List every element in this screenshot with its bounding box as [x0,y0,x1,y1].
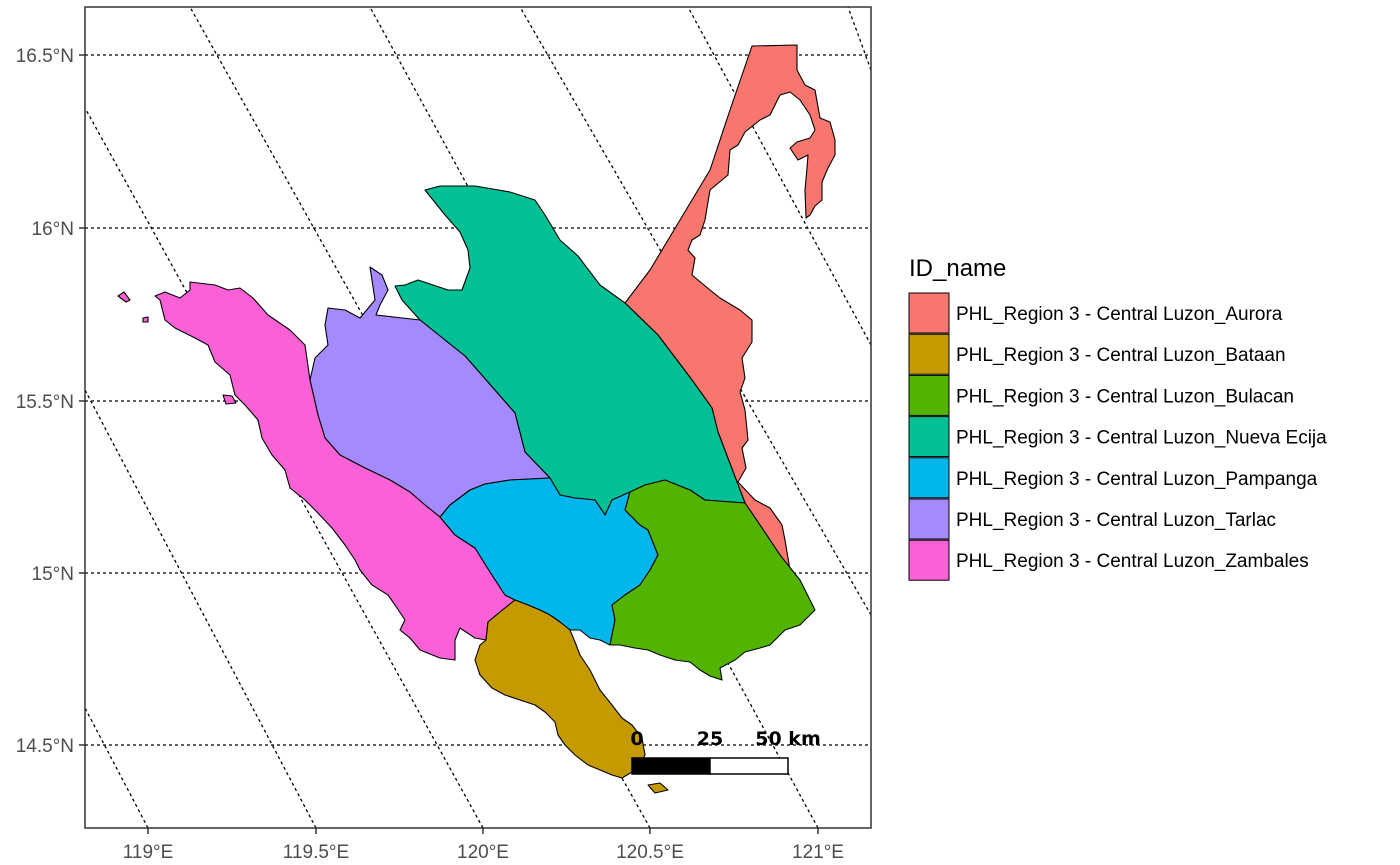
legend-label-5: PHL_Region 3 - Central Luzon_Pampanga [956,469,1318,490]
legend-label-6: PHL_Region 3 - Central Luzon_Tarlac [956,510,1276,531]
province-zambales-islet-3 [222,394,237,405]
legend-label-1: PHL_Region 3 - Central Luzon_Aurora [956,304,1283,325]
scale-label-50-km: 50 km [755,728,821,750]
y-tick-15n: 15°N [32,564,74,585]
panel-border [84,6,872,829]
graticule-line-119-5e [85,389,317,828]
y-tick-15-5n: 15.5°N [16,392,74,413]
province-zambales[interactable] [154,281,516,661]
y-tick-14-5n: 14.5°N [16,736,74,757]
legend-key-3 [908,374,950,416]
graticule-line-120e [85,107,484,828]
legend-key-1 [908,292,950,334]
scale-label-0: 0 [630,728,643,750]
x-tick-119-5e: 119.5°E [283,842,349,863]
graticule-line-119e [85,707,149,828]
legend-key-7 [908,539,950,581]
x-tick-120-5e: 120.5°E [616,842,684,863]
axis-ticks [79,54,819,834]
province-bataan-islet [647,782,669,794]
province-bataan[interactable] [474,599,646,779]
legend-label-2: PHL_Region 3 - Central Luzon_Bataan [956,345,1286,366]
scale-label-25: 25 [697,728,723,750]
province-zambales-islet-2 [142,316,149,323]
legend-key-6 [908,498,950,540]
legend-key-4 [908,416,950,458]
y-axis-labels: 16.5°N 16°N 15.5°N 15°N 14.5°N [16,46,74,757]
legend-label-7: PHL_Region 3 - Central Luzon_Zambales [956,551,1309,572]
province-bulacan[interactable] [609,479,816,681]
legend-key-2 [908,333,950,375]
legend-key-5 [908,457,950,499]
x-axis-labels: 119°E 119.5°E 120°E 120.5°E 121°E [123,842,844,863]
scale-bar-empty-segment [709,757,789,775]
province-zambales-islet-1 [117,291,131,303]
legend-label-3: PHL_Region 3 - Central Luzon_Bulacan [956,386,1294,407]
provinces [117,44,836,794]
y-tick-16-5n: 16.5°N [16,46,74,67]
x-tick-121e: 121°E [792,842,844,863]
x-tick-119e: 119°E [123,842,174,863]
legend: ID_name PHL_Region 3 - Central Luzon_Aur… [908,255,1327,581]
y-tick-16n: 16°N [32,219,74,240]
legend-title: ID_name [909,255,1006,282]
legend-items: PHL_Region 3 - Central Luzon_Aurora PHL_R… [908,292,1327,581]
legend-label-4: PHL_Region 3 - Central Luzon_Nueva Ecija [956,428,1327,449]
scale-bar-filled-segment [631,757,711,775]
graticule-line-122-5e [847,7,871,71]
x-tick-120e: 120°E [457,842,509,863]
graticule-line-122e [687,7,871,346]
scale-bar: 0 25 50 km [630,728,821,775]
